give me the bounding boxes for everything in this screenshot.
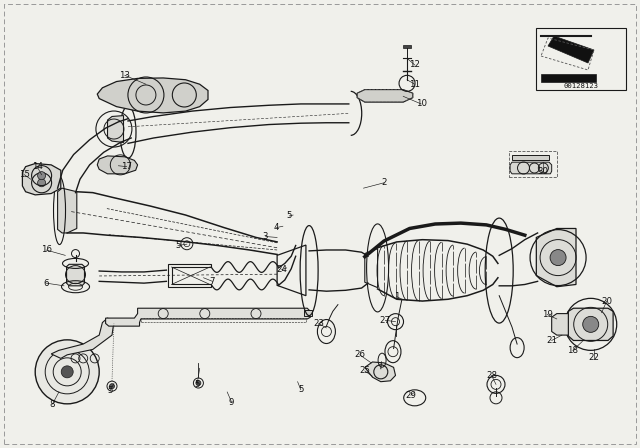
Text: 10: 10	[415, 99, 427, 108]
Polygon shape	[67, 264, 84, 286]
Text: 17: 17	[121, 162, 132, 171]
Text: 5: 5	[287, 211, 292, 220]
Polygon shape	[510, 162, 552, 174]
Text: 8: 8	[50, 400, 55, 409]
Text: 12: 12	[409, 60, 420, 69]
Circle shape	[550, 250, 566, 266]
Text: 00128123: 00128123	[563, 83, 598, 89]
Text: 25: 25	[359, 366, 371, 375]
Text: 9: 9	[229, 398, 234, 407]
Circle shape	[583, 316, 599, 332]
Text: 22: 22	[588, 353, 600, 362]
Text: 24: 24	[276, 265, 287, 274]
Circle shape	[38, 172, 45, 180]
Text: 27: 27	[380, 316, 391, 325]
Polygon shape	[304, 310, 312, 316]
Polygon shape	[108, 116, 124, 142]
Text: 18: 18	[567, 346, 579, 355]
Text: 23: 23	[313, 319, 324, 328]
Text: 28: 28	[486, 371, 497, 380]
Text: 7: 7	[210, 277, 215, 286]
Circle shape	[109, 383, 115, 389]
Circle shape	[35, 340, 99, 404]
Polygon shape	[106, 308, 310, 326]
Text: 15: 15	[19, 170, 30, 179]
Text: 16: 16	[40, 246, 52, 254]
Circle shape	[38, 179, 45, 187]
Polygon shape	[548, 36, 594, 63]
Text: 20: 20	[601, 297, 612, 306]
Text: 5: 5	[195, 380, 200, 389]
Polygon shape	[97, 78, 208, 113]
Polygon shape	[552, 314, 568, 335]
Polygon shape	[536, 228, 576, 287]
Polygon shape	[357, 90, 413, 102]
Bar	[536, 28, 626, 90]
Text: 14: 14	[31, 162, 43, 171]
Text: 5: 5	[175, 241, 180, 250]
Text: 2: 2	[381, 178, 387, 187]
Text: 11: 11	[409, 80, 420, 89]
Text: 13: 13	[119, 71, 131, 80]
Circle shape	[61, 366, 73, 378]
Polygon shape	[97, 156, 138, 174]
Polygon shape	[365, 362, 396, 382]
Text: 4: 4	[274, 223, 279, 232]
Polygon shape	[403, 45, 411, 48]
Bar	[541, 74, 596, 82]
Text: 3: 3	[263, 232, 268, 241]
Text: 5: 5	[108, 386, 113, 395]
Text: 21: 21	[546, 336, 557, 345]
Polygon shape	[58, 188, 77, 233]
Text: 5: 5	[298, 385, 303, 394]
Polygon shape	[568, 308, 613, 340]
Text: 30: 30	[537, 167, 548, 176]
Polygon shape	[512, 155, 549, 160]
Polygon shape	[22, 164, 61, 195]
Text: 29: 29	[406, 391, 416, 400]
Circle shape	[196, 380, 201, 386]
Text: 26: 26	[354, 350, 365, 359]
Text: 1: 1	[394, 292, 399, 301]
Text: 6: 6	[44, 279, 49, 288]
Polygon shape	[51, 318, 114, 358]
Text: 19: 19	[542, 310, 552, 319]
